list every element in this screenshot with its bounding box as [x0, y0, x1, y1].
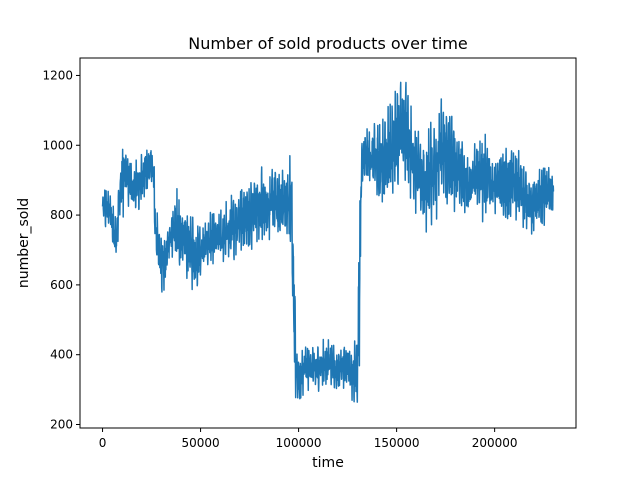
- x-tick-label: 100000: [276, 436, 322, 450]
- x-tick-label: 0: [99, 436, 107, 450]
- chart-title: Number of sold products over time: [188, 34, 468, 53]
- y-tick-label: 1000: [42, 138, 73, 152]
- y-axis-label: number_sold: [16, 198, 32, 288]
- series-group: [101, 81, 555, 403]
- y-tick-label: 600: [50, 278, 73, 292]
- y-tick-label: 200: [50, 418, 73, 432]
- y-tick-label: 800: [50, 208, 73, 222]
- x-axis-label: time: [312, 455, 344, 471]
- series-line-number-sold: [101, 81, 555, 403]
- plot-frame: [79, 57, 577, 429]
- y-axis-ticks: 200 400 600 800 1000 1200: [42, 68, 80, 432]
- x-tick-label: 150000: [374, 436, 420, 450]
- y-tick-label: 1200: [42, 68, 73, 82]
- x-tick-label: 200000: [472, 436, 518, 450]
- x-axis-ticks: 0 50000 100000 150000 200000: [99, 428, 518, 450]
- y-tick-label: 400: [50, 348, 73, 362]
- x-tick-label: 50000: [181, 436, 219, 450]
